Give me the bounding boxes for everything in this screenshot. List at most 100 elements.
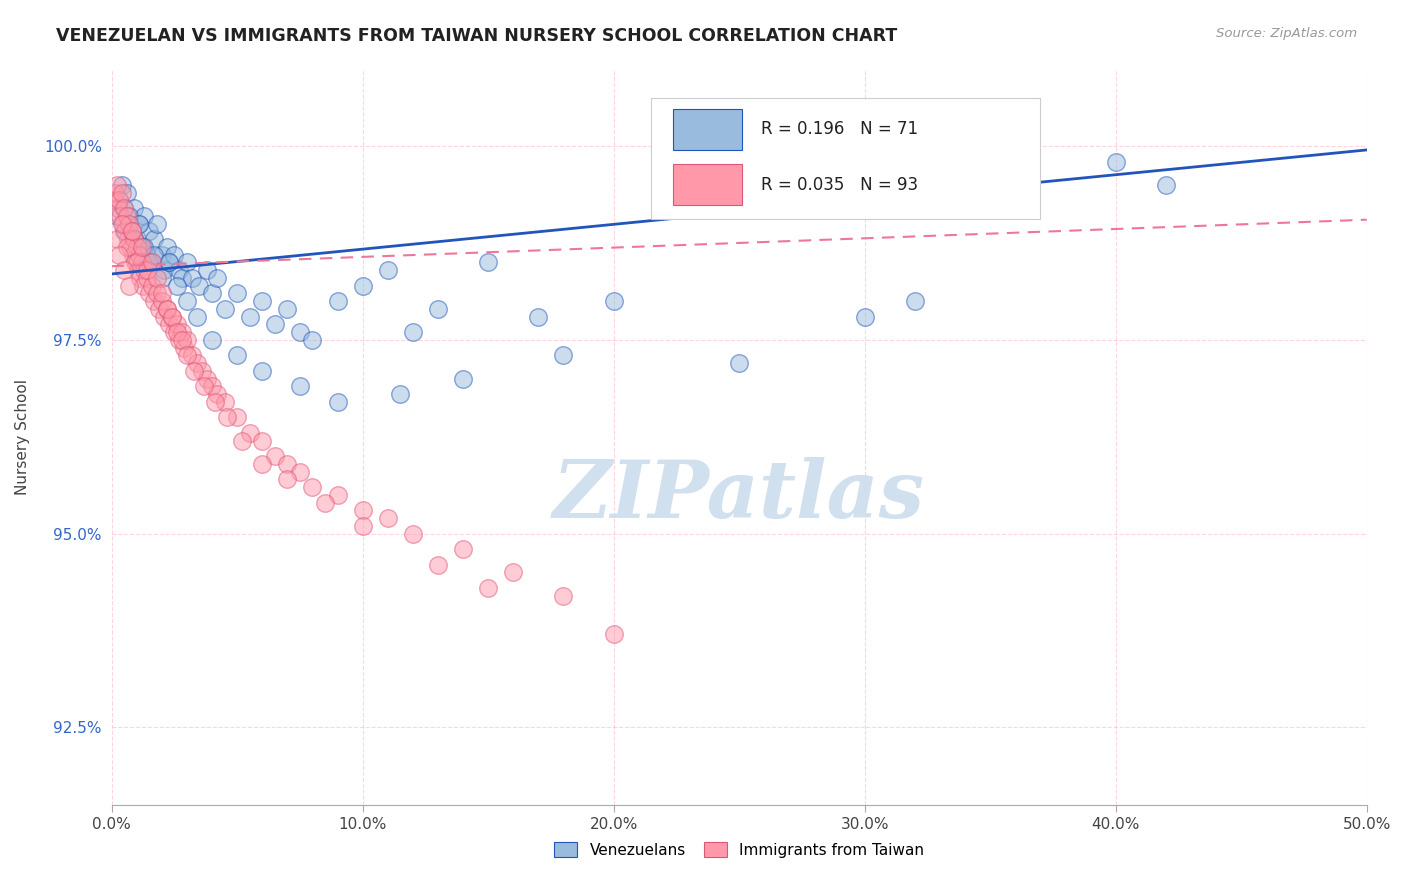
Point <box>146 286 169 301</box>
Point <box>122 247 145 261</box>
Point <box>111 186 134 200</box>
Point <box>326 395 349 409</box>
Text: VENEZUELAN VS IMMIGRANTS FROM TAIWAN NURSERY SCHOOL CORRELATION CHART: VENEZUELAN VS IMMIGRANTS FROM TAIWAN NUR… <box>56 27 897 45</box>
Point <box>477 255 499 269</box>
Point <box>148 301 170 316</box>
Point <box>904 294 927 309</box>
Bar <box>672 164 742 205</box>
Point <box>201 379 224 393</box>
Point <box>108 194 131 208</box>
Point <box>188 278 211 293</box>
Point <box>141 278 163 293</box>
Point <box>231 434 253 448</box>
Point <box>118 209 141 223</box>
Point <box>276 457 298 471</box>
Text: Source: ZipAtlas.com: Source: ZipAtlas.com <box>1216 27 1357 40</box>
Point <box>176 255 198 269</box>
Point <box>239 425 262 440</box>
Point <box>105 232 128 246</box>
Point <box>141 255 163 269</box>
Point <box>288 465 311 479</box>
Point <box>135 270 157 285</box>
Point <box>352 503 374 517</box>
Point <box>131 255 153 269</box>
Point <box>426 558 449 572</box>
Point <box>201 333 224 347</box>
Point <box>201 286 224 301</box>
Point <box>115 209 138 223</box>
Point <box>157 255 180 269</box>
Point <box>263 449 285 463</box>
Point <box>181 348 204 362</box>
Point <box>160 310 183 324</box>
Point <box>553 589 575 603</box>
Point <box>352 519 374 533</box>
Point <box>132 278 155 293</box>
Point <box>121 224 143 238</box>
Point <box>111 217 134 231</box>
Point <box>477 581 499 595</box>
Point <box>553 348 575 362</box>
Point <box>195 371 218 385</box>
Point <box>166 325 188 339</box>
Point <box>117 232 139 246</box>
Point <box>143 247 166 261</box>
Point <box>103 194 125 208</box>
Point <box>156 301 179 316</box>
Point <box>150 270 173 285</box>
Point <box>105 178 128 192</box>
Point <box>112 263 135 277</box>
Point <box>125 255 148 269</box>
Point <box>163 247 186 261</box>
Point <box>128 247 150 261</box>
Point <box>111 217 134 231</box>
Bar <box>672 109 742 150</box>
Point <box>138 286 160 301</box>
Point <box>108 247 131 261</box>
Point <box>402 325 425 339</box>
Point <box>502 566 524 580</box>
Point <box>128 217 150 231</box>
Point <box>226 286 249 301</box>
Point <box>170 333 193 347</box>
Point <box>186 356 208 370</box>
Point <box>156 240 179 254</box>
Point <box>157 255 180 269</box>
Point <box>118 278 141 293</box>
Point <box>120 240 142 254</box>
Point <box>150 294 173 309</box>
Point <box>451 542 474 557</box>
Point <box>112 201 135 215</box>
Point <box>389 387 412 401</box>
Point <box>166 278 188 293</box>
Point <box>183 364 205 378</box>
Point <box>402 526 425 541</box>
Point <box>135 263 157 277</box>
FancyBboxPatch shape <box>651 98 1040 219</box>
Point <box>125 240 148 254</box>
Point <box>252 434 274 448</box>
Point <box>111 178 134 192</box>
Point <box>105 209 128 223</box>
Point <box>276 472 298 486</box>
Point <box>131 240 153 254</box>
Point <box>110 209 132 223</box>
Point <box>122 201 145 215</box>
Point <box>326 488 349 502</box>
Point <box>114 224 136 238</box>
Y-axis label: Nursery School: Nursery School <box>15 379 30 495</box>
Point <box>122 232 145 246</box>
Point <box>138 255 160 269</box>
Point <box>226 348 249 362</box>
Point <box>107 201 129 215</box>
Point <box>153 263 176 277</box>
Point <box>115 186 138 200</box>
Point <box>169 333 191 347</box>
Point <box>1154 178 1177 192</box>
Point <box>127 263 149 277</box>
Point <box>252 457 274 471</box>
Point <box>728 356 751 370</box>
Point <box>124 255 146 269</box>
Point <box>204 395 226 409</box>
Point <box>176 348 198 362</box>
